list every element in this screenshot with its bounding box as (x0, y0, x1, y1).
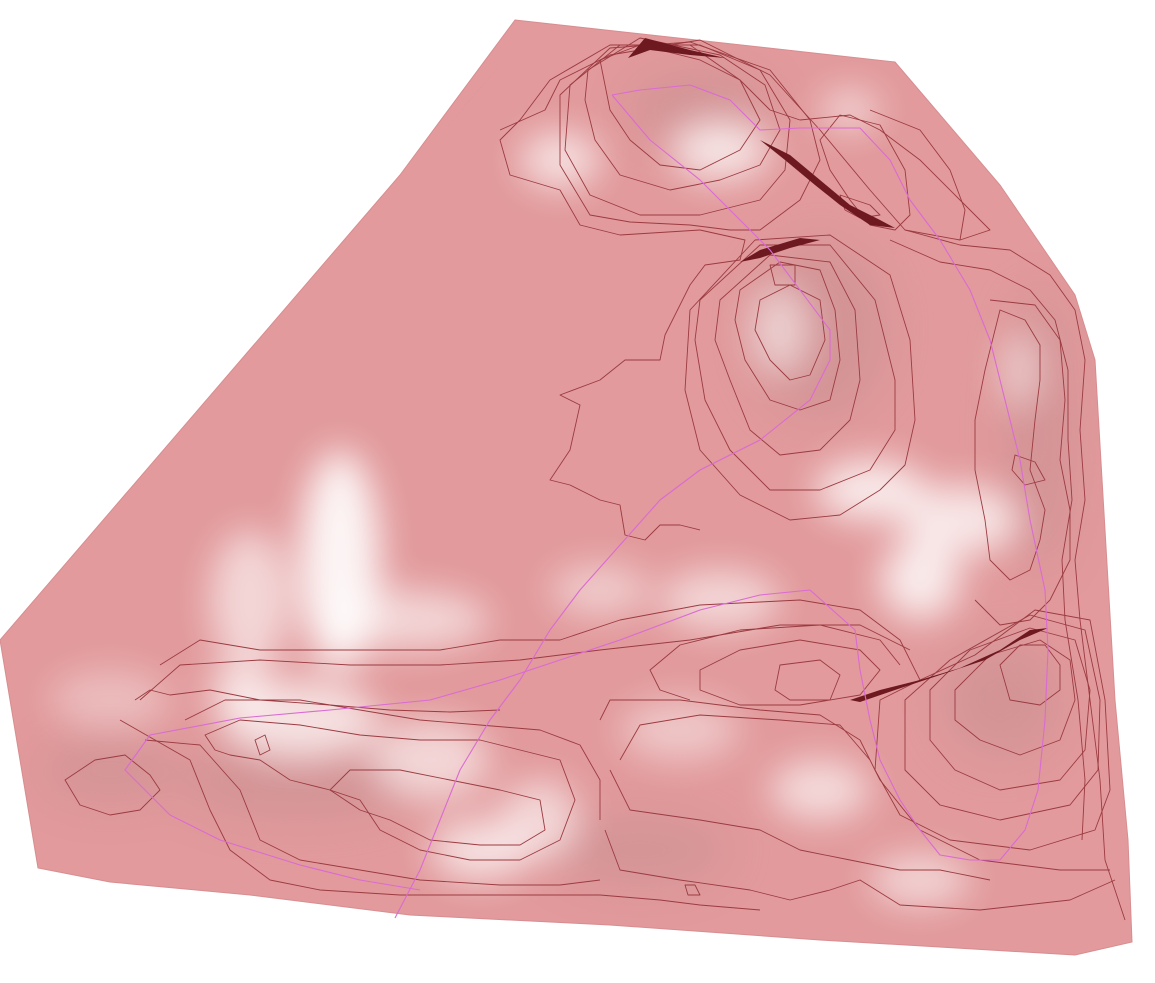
contour-lines (64, 37, 1126, 921)
survey-path-line (124, 84, 1049, 919)
terrain-highlights (50, 90, 1040, 905)
steep-creases (440, 38, 1048, 702)
